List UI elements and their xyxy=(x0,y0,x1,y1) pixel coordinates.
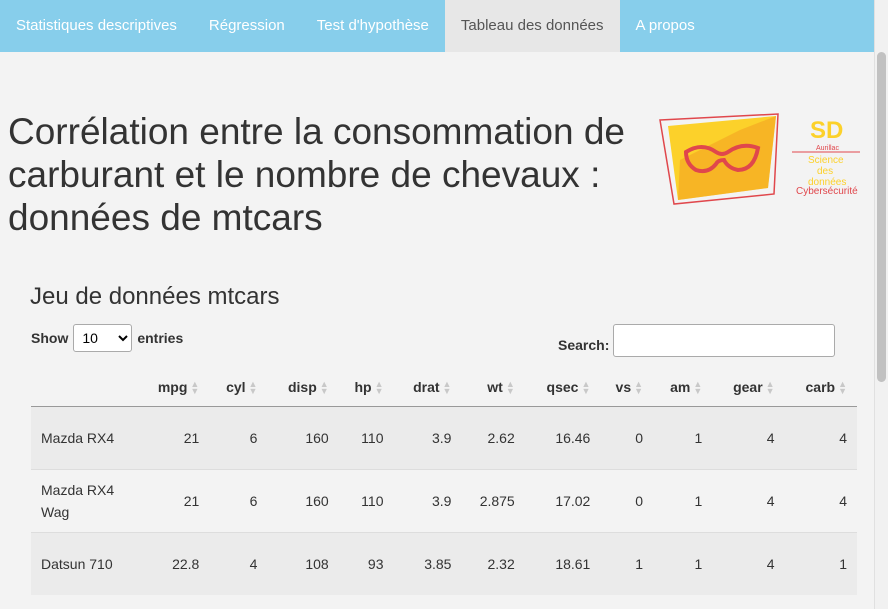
cell-mpg: 22.8 xyxy=(137,532,210,595)
column-header-mpg[interactable]: mpg ▲ ▼ xyxy=(137,368,210,407)
column-header-disp[interactable]: disp ▲ ▼ xyxy=(267,368,339,407)
sort-arrows-icon: ▲ ▼ xyxy=(581,379,591,397)
show-label: Show xyxy=(31,330,69,346)
column-header-gear[interactable]: gear ▲ ▼ xyxy=(712,368,785,407)
column-header-carb[interactable]: carb ▲ ▼ xyxy=(784,368,857,407)
sort-arrows-icon: ▲ ▼ xyxy=(442,379,452,397)
scrollbar-thumb[interactable] xyxy=(877,52,886,382)
sort-arrows-icon: ▲ ▼ xyxy=(374,379,384,397)
cell-gear: 4 xyxy=(712,406,785,470)
sort-arrows-icon: ▲ ▼ xyxy=(634,379,644,397)
table-row[interactable]: Datsun 710 22.8 4 108 93 3.85 2.32 18.61… xyxy=(31,532,857,595)
page-scrollbar[interactable] xyxy=(874,0,888,609)
top-navbar: Statistiques descriptives Régression Tes… xyxy=(0,0,874,52)
cell-gear: 4 xyxy=(712,532,785,595)
cell-hp: 93 xyxy=(338,532,394,595)
sd-aurillac-logo: SD Aurillac Science des données Cyberséc… xyxy=(659,113,860,205)
cell-cyl: 4 xyxy=(209,532,268,595)
cell-disp: 108 xyxy=(267,532,339,595)
sort-arrows-icon: ▲ ▼ xyxy=(693,379,703,397)
cell-qsec: 17.02 xyxy=(524,469,601,533)
cell-wt: 2.62 xyxy=(461,406,525,470)
cell-vs: 0 xyxy=(600,469,654,533)
column-header-qsec[interactable]: qsec ▲ ▼ xyxy=(524,368,601,407)
cell-hp: 110 xyxy=(338,406,394,470)
cell-hp: 110 xyxy=(338,469,394,533)
logo-line-donnees: données xyxy=(808,177,846,188)
cell-am: 1 xyxy=(653,532,713,595)
logo-orange-shadow xyxy=(678,116,776,200)
table-row[interactable]: Mazda RX4 Wag 21 6 160 110 3.9 2.875 17.… xyxy=(31,469,857,533)
search-control: Search: xyxy=(558,324,836,357)
cell-mpg: 21 xyxy=(137,469,210,533)
column-header-drat[interactable]: drat ▲ ▼ xyxy=(393,368,462,407)
nav-tab-a-propos[interactable]: A propos xyxy=(635,17,695,34)
entries-label: entries xyxy=(137,330,184,346)
cell-car-name: Mazda RX4 xyxy=(31,406,137,470)
cell-gear: 4 xyxy=(712,469,785,533)
cell-disp: 160 xyxy=(267,469,339,533)
nav-tab-regression[interactable]: Régression xyxy=(208,17,285,34)
sort-arrows-icon: ▲ ▼ xyxy=(319,379,329,397)
mtcars-table: mpg ▲ ▼ cyl ▲ ▼ disp ▲ ▼ hp ▲ ▼ drat ▲ ▼ wt ▲ ▼ qsec… xyxy=(31,368,857,595)
logo-red-outline xyxy=(659,113,779,205)
cell-am: 1 xyxy=(653,406,713,470)
logo-sd-text: SD xyxy=(810,117,843,144)
column-header-cyl[interactable]: cyl ▲ ▼ xyxy=(209,368,268,407)
table-row[interactable]: Mazda RX4 21 6 160 110 3.9 2.62 16.46 0 … xyxy=(31,406,857,470)
logo-line-des: des xyxy=(817,166,833,177)
entries-select[interactable]: 10 xyxy=(73,324,133,352)
cell-car-name: Mazda RX4 Wag xyxy=(31,469,137,533)
cell-qsec: 18.61 xyxy=(524,532,601,595)
sort-arrows-icon: ▲ ▼ xyxy=(190,379,200,397)
mask-icon xyxy=(683,143,761,174)
search-input[interactable] xyxy=(613,324,836,357)
entries-length-control: Show 10 entries xyxy=(31,324,183,352)
column-header-vs[interactable]: vs ▲ ▼ xyxy=(600,368,654,407)
cell-drat: 3.9 xyxy=(393,469,462,533)
cell-wt: 2.875 xyxy=(461,469,525,533)
cell-carb: 4 xyxy=(784,469,857,533)
sort-arrows-icon: ▲ ▼ xyxy=(838,379,847,397)
cell-disp: 160 xyxy=(267,406,339,470)
cell-vs: 1 xyxy=(600,532,654,595)
search-label: Search: xyxy=(558,336,610,353)
cell-vs: 0 xyxy=(600,406,654,470)
section-title: Jeu de données mtcars xyxy=(30,283,280,310)
cell-carb: 1 xyxy=(784,532,857,595)
cell-cyl: 6 xyxy=(209,469,268,533)
cell-qsec: 16.46 xyxy=(524,406,601,470)
nav-tab-statistiques-descriptives[interactable]: Statistiques descriptives xyxy=(16,17,177,34)
table-header-row: mpg ▲ ▼ cyl ▲ ▼ disp ▲ ▼ hp ▲ ▼ drat ▲ ▼ wt ▲ ▼ qsec… xyxy=(31,368,857,407)
cell-drat: 3.85 xyxy=(393,532,462,595)
cell-car-name: Datsun 710 xyxy=(31,532,137,595)
cell-mpg: 21 xyxy=(137,406,210,470)
logo-city-text: Aurillac xyxy=(816,145,839,152)
cell-cyl: 6 xyxy=(209,406,268,470)
column-header-rowname[interactable] xyxy=(31,368,137,407)
nav-tab-tableau-donnees[interactable]: Tableau des données xyxy=(444,0,620,52)
logo-line-cybersecurite: Cybersécurité xyxy=(796,186,858,197)
column-header-hp[interactable]: hp ▲ ▼ xyxy=(338,368,394,407)
column-header-wt[interactable]: wt ▲ ▼ xyxy=(461,368,525,407)
sort-arrows-icon: ▲ ▼ xyxy=(505,379,515,397)
cell-carb: 4 xyxy=(784,406,857,470)
cell-wt: 2.32 xyxy=(461,532,525,595)
logo-line-science: Science xyxy=(808,155,844,166)
column-header-am[interactable]: am ▲ ▼ xyxy=(653,368,713,407)
nav-tab-test-hypothese[interactable]: Test d'hypothèse xyxy=(316,17,429,34)
cell-drat: 3.9 xyxy=(393,406,462,470)
cell-am: 1 xyxy=(653,469,713,533)
page-title: Corrélation entre la consommation de car… xyxy=(8,111,625,238)
sort-arrows-icon: ▲ ▼ xyxy=(765,379,775,397)
sort-arrows-icon: ▲ ▼ xyxy=(248,379,258,397)
